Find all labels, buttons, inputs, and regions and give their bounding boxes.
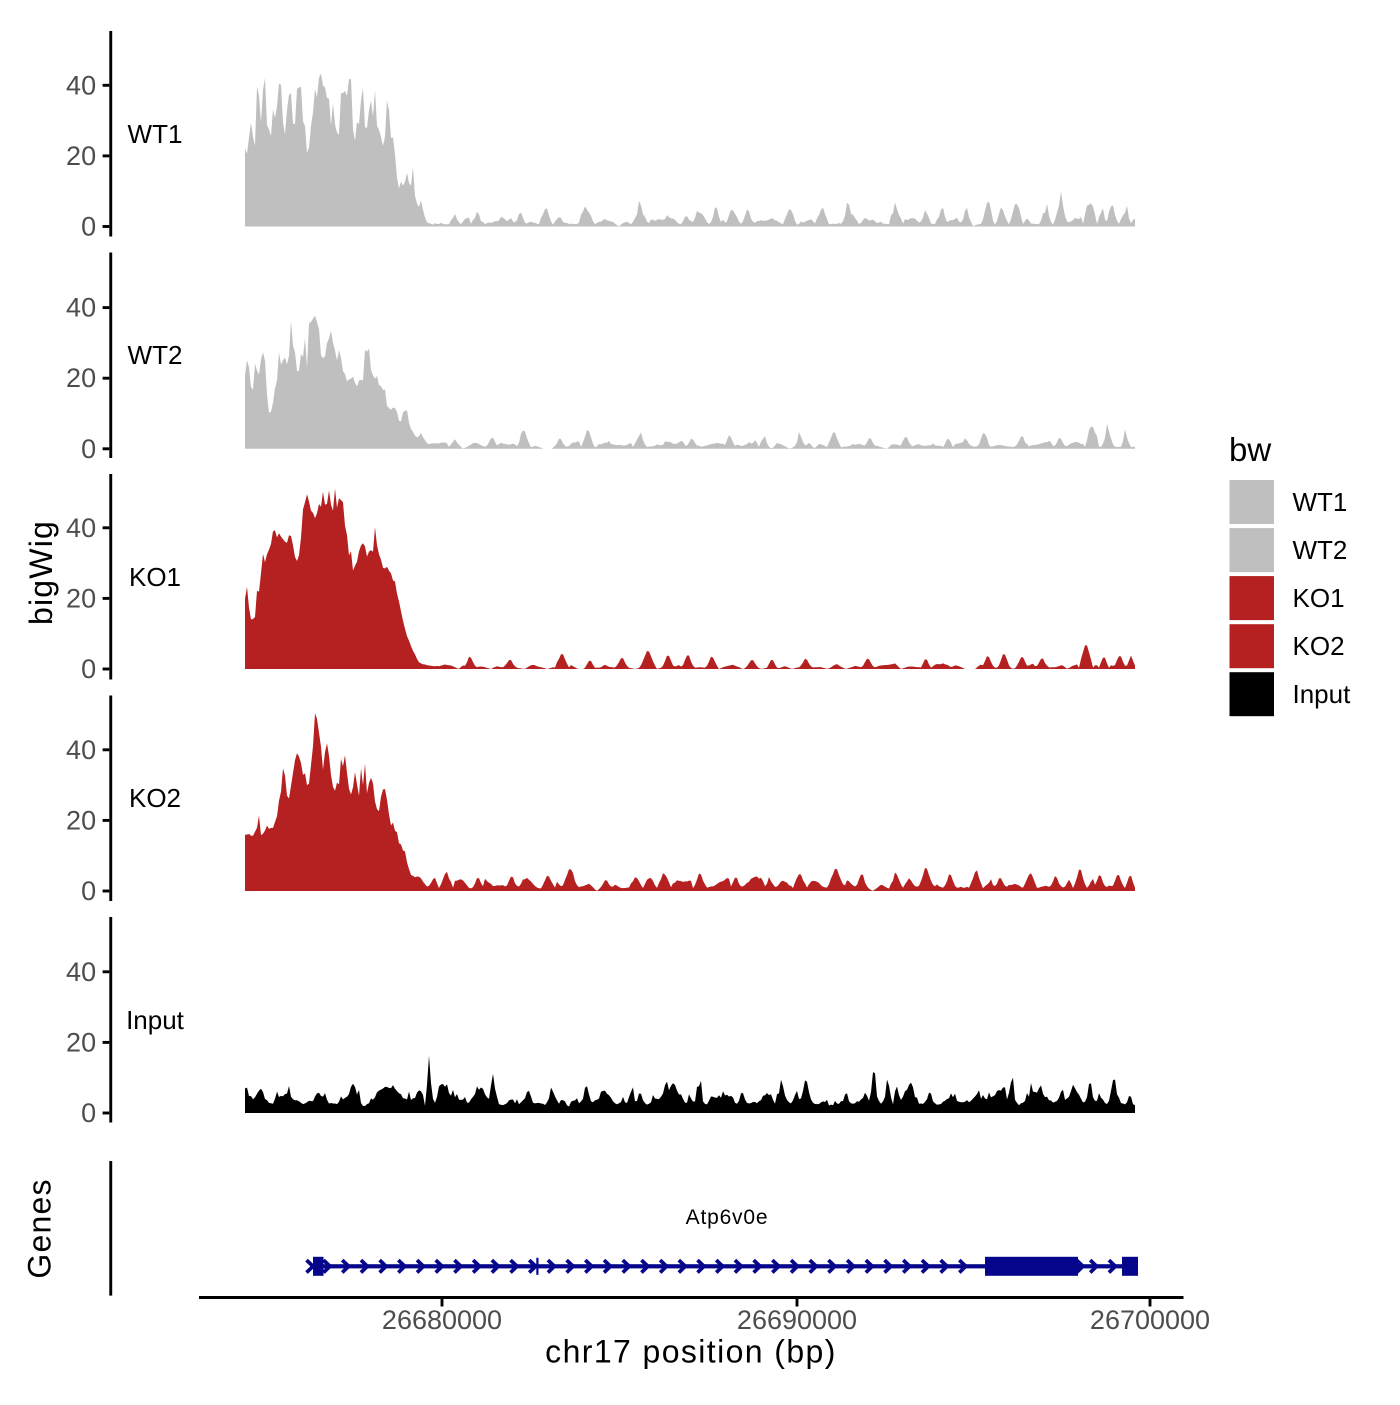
svg-text:0: 0 — [81, 212, 96, 242]
svg-text:40: 40 — [66, 293, 96, 323]
svg-text:bw: bw — [1229, 431, 1271, 468]
svg-text:26700000: 26700000 — [1090, 1305, 1210, 1335]
svg-text:bigWig: bigWig — [23, 520, 59, 625]
svg-text:20: 20 — [66, 805, 96, 835]
svg-text:20: 20 — [66, 583, 96, 613]
svg-text:26680000: 26680000 — [382, 1305, 502, 1335]
svg-text:KO1: KO1 — [1293, 583, 1345, 613]
svg-text:26690000: 26690000 — [737, 1305, 857, 1335]
svg-text:Atp6v0e: Atp6v0e — [686, 1206, 769, 1229]
svg-text:KO2: KO2 — [129, 783, 181, 813]
svg-text:40: 40 — [66, 513, 96, 543]
svg-text:20: 20 — [66, 141, 96, 171]
svg-text:KO2: KO2 — [1293, 631, 1345, 661]
svg-text:0: 0 — [81, 654, 96, 684]
svg-text:WT1: WT1 — [1293, 487, 1348, 517]
svg-text:Input: Input — [126, 1005, 185, 1035]
svg-text:40: 40 — [66, 735, 96, 765]
svg-text:0: 0 — [81, 1098, 96, 1128]
svg-text:Genes: Genes — [22, 1178, 58, 1278]
svg-text:WT1: WT1 — [128, 119, 183, 149]
svg-text:0: 0 — [81, 434, 96, 464]
svg-text:20: 20 — [66, 1027, 96, 1057]
svg-text:40: 40 — [66, 957, 96, 987]
svg-text:WT2: WT2 — [128, 340, 183, 370]
svg-text:chr17 position (bp): chr17 position (bp) — [545, 1334, 837, 1370]
svg-text:KO1: KO1 — [129, 562, 181, 592]
svg-text:40: 40 — [66, 70, 96, 100]
svg-text:20: 20 — [66, 363, 96, 393]
svg-text:0: 0 — [81, 876, 96, 906]
svg-text:Input: Input — [1293, 679, 1352, 709]
svg-text:WT2: WT2 — [1293, 535, 1348, 565]
